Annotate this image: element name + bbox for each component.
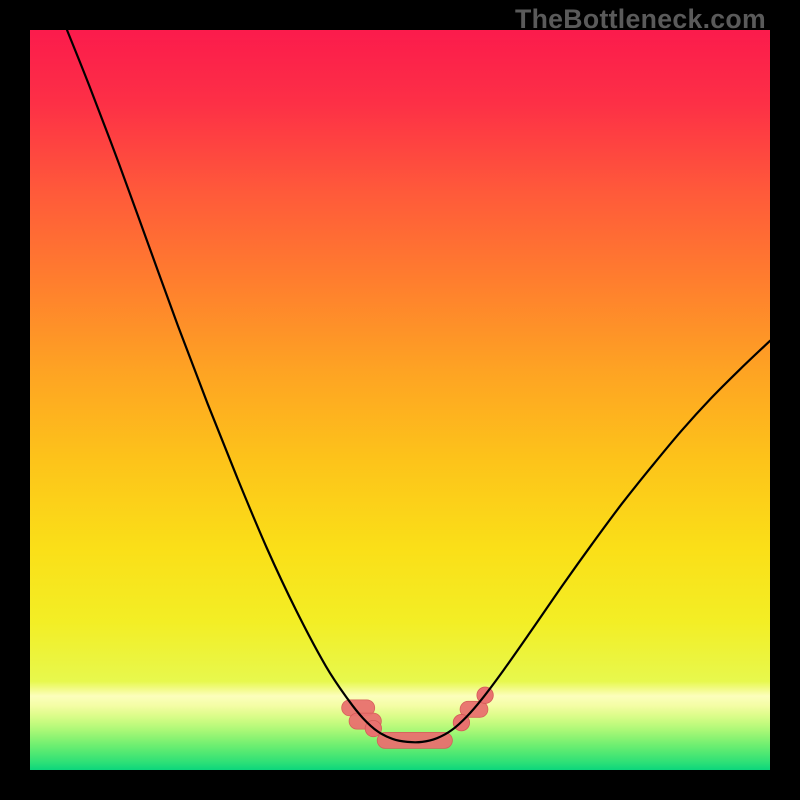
curve-layer (30, 30, 770, 770)
plot-area (30, 30, 770, 770)
watermark-text: TheBottleneck.com (515, 4, 766, 35)
marker-capsule (377, 732, 452, 748)
bottleneck-curve (67, 30, 770, 742)
chart-frame: TheBottleneck.com (0, 0, 800, 800)
markers-group (342, 687, 494, 748)
